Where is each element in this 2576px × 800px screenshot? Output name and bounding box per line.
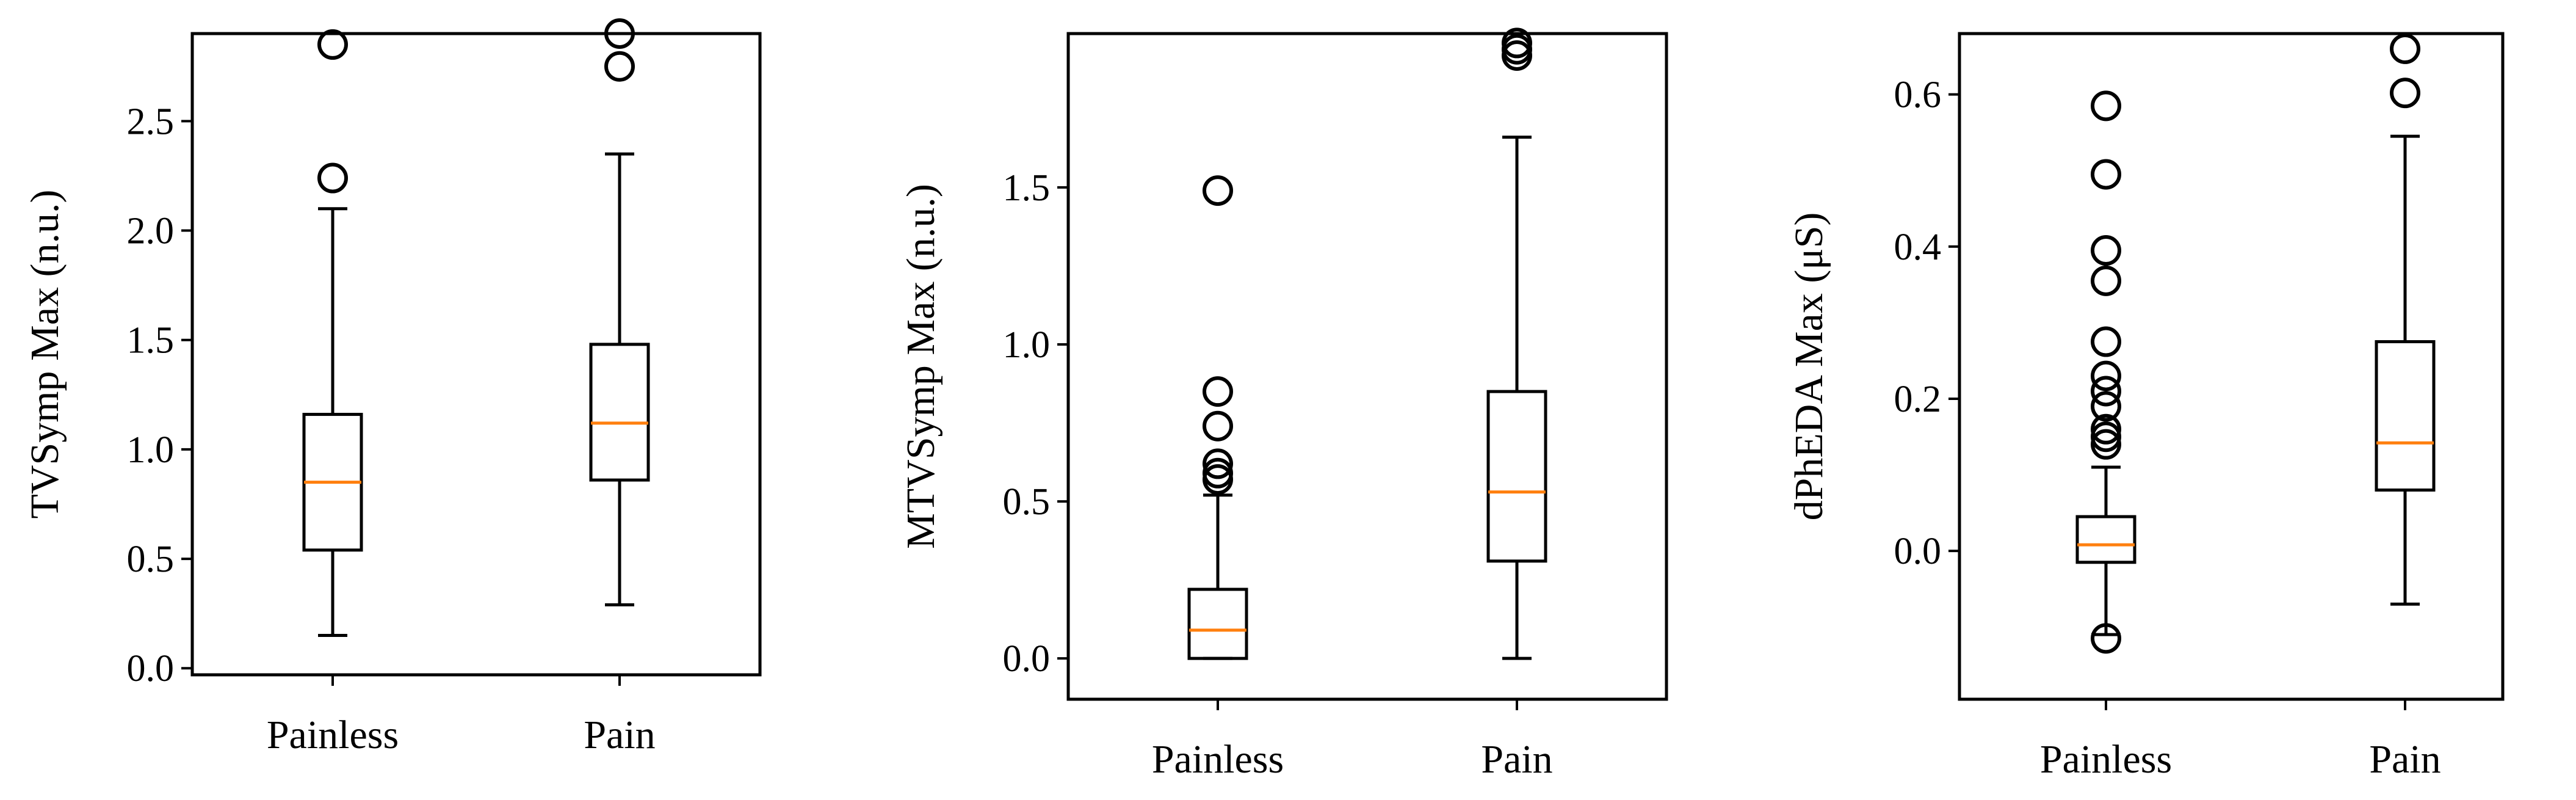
plot-frame bbox=[190, 32, 762, 677]
boxplot-marks bbox=[2075, 33, 2436, 654]
y-ticks: 0.0 0.5 1.0 1.5 2.0 2.5 bbox=[127, 101, 192, 689]
box-painless bbox=[302, 29, 363, 637]
x-category-label: Painless bbox=[267, 713, 399, 757]
plot-frame bbox=[1958, 32, 2505, 701]
outlier-point bbox=[1203, 464, 1233, 495]
box-pain bbox=[2375, 33, 2436, 606]
iqr-box bbox=[1187, 587, 1248, 660]
iqr-box bbox=[1486, 390, 1547, 563]
outlier-point bbox=[2091, 235, 2121, 266]
outlier-point bbox=[1203, 448, 1233, 479]
y-tick-label: 0.0 bbox=[1003, 638, 1051, 680]
panel-2: 0.0 0.5 1.0 1.5 MTVSymp Max (n.u.) Painless… bbox=[899, 27, 1668, 782]
outlier-point bbox=[2091, 90, 2121, 122]
outlier-point bbox=[2091, 623, 2121, 654]
y-tick-label: 1.0 bbox=[127, 429, 175, 471]
outlier-point bbox=[1203, 376, 1233, 407]
x-category-label: Painless bbox=[1152, 737, 1284, 782]
box-pain bbox=[1486, 27, 1547, 660]
outlier-point bbox=[1203, 175, 1233, 206]
outlier-point bbox=[1203, 457, 1233, 489]
y-axis-label: TVSymp Max (n.u.) bbox=[23, 190, 67, 519]
y-ticks: 0.0 0.5 1.0 1.5 bbox=[1003, 167, 1068, 680]
outlier-point bbox=[2091, 265, 2121, 296]
panel-3: 0.0 0.2 0.4 0.6 dPhEDA Max (μS) Painless Pa… bbox=[1787, 32, 2505, 782]
outlier-point bbox=[317, 29, 348, 60]
outlier-point bbox=[2091, 360, 2121, 391]
y-tick-label: 1.5 bbox=[127, 320, 175, 362]
x-ticks bbox=[1217, 699, 1518, 710]
y-tick-label: 0.5 bbox=[127, 539, 175, 580]
panel-1: 0.0 0.5 1.0 1.5 2.0 2.5 TVSymp Max (n.u.) Pai… bbox=[23, 18, 762, 757]
iqr-box bbox=[2075, 515, 2136, 564]
outlier-point bbox=[2091, 159, 2121, 190]
y-tick-label: 1.0 bbox=[1003, 324, 1051, 366]
boxplot-marks bbox=[1187, 27, 1547, 660]
x-category-label: Painless bbox=[2040, 737, 2172, 782]
outlier-point bbox=[1203, 410, 1233, 442]
y-tick-label: 0.0 bbox=[127, 648, 175, 689]
outlier-point bbox=[2091, 421, 2121, 453]
box-painless bbox=[2075, 90, 2136, 654]
y-tick-label: 2.0 bbox=[127, 211, 175, 252]
y-tick-label: 0.0 bbox=[1894, 531, 1942, 572]
outlier-point bbox=[2091, 376, 2121, 407]
x-category-label: Pain bbox=[2369, 737, 2440, 782]
y-tick-label: 0.6 bbox=[1894, 75, 1942, 116]
x-ticks bbox=[2105, 699, 2406, 710]
iqr-box bbox=[2375, 340, 2436, 492]
outlier-point bbox=[2091, 391, 2121, 422]
y-tick-label: 2.5 bbox=[127, 101, 175, 142]
box-pain bbox=[589, 18, 650, 606]
box-painless bbox=[1187, 175, 1248, 660]
boxplot-marks bbox=[302, 18, 650, 637]
outlier-point bbox=[604, 18, 635, 49]
outlier-point bbox=[1502, 27, 1532, 59]
outlier-point bbox=[2091, 429, 2121, 460]
plot-frame bbox=[1066, 32, 1668, 701]
outlier-point bbox=[604, 51, 635, 82]
x-category-label: Pain bbox=[584, 713, 655, 757]
y-tick-label: 0.5 bbox=[1003, 481, 1051, 523]
outlier-point bbox=[2390, 78, 2420, 109]
y-axis-label: MTVSymp Max (n.u.) bbox=[899, 184, 943, 549]
x-ticks bbox=[331, 675, 621, 686]
outlier-point bbox=[1502, 34, 1532, 65]
outlier-point bbox=[317, 162, 348, 194]
x-category-label: Pain bbox=[1481, 737, 1552, 782]
y-ticks: 0.0 0.2 0.4 0.6 bbox=[1894, 75, 1959, 572]
y-tick-label: 1.5 bbox=[1003, 167, 1051, 209]
y-tick-label: 0.4 bbox=[1894, 227, 1942, 268]
iqr-box bbox=[589, 343, 650, 482]
y-tick-label: 0.2 bbox=[1894, 379, 1942, 420]
y-axis-label: dPhEDA Max (μS) bbox=[1787, 213, 1831, 521]
outlier-point bbox=[2091, 413, 2121, 445]
outlier-point bbox=[2091, 326, 2121, 357]
outlier-point bbox=[2390, 33, 2420, 64]
